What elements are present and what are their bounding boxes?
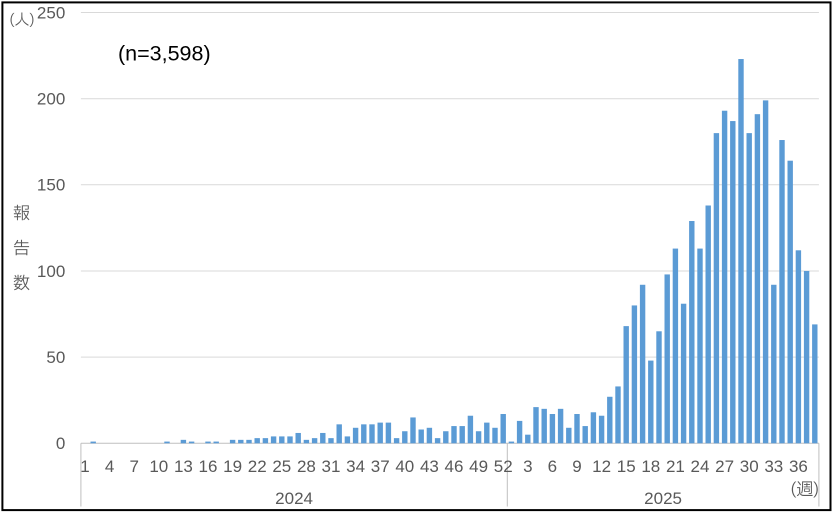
svg-text:34: 34 bbox=[346, 457, 365, 476]
svg-text:21: 21 bbox=[666, 457, 685, 476]
svg-text:250: 250 bbox=[37, 3, 65, 22]
svg-text:3: 3 bbox=[523, 457, 532, 476]
svg-text:46: 46 bbox=[445, 457, 464, 476]
svg-text:49: 49 bbox=[469, 457, 488, 476]
svg-text:31: 31 bbox=[322, 457, 341, 476]
svg-text:28: 28 bbox=[297, 457, 316, 476]
svg-text:100: 100 bbox=[37, 262, 65, 281]
svg-text:150: 150 bbox=[37, 176, 65, 195]
svg-text:2024: 2024 bbox=[275, 489, 313, 508]
svg-text:43: 43 bbox=[420, 457, 439, 476]
svg-text:6: 6 bbox=[548, 457, 557, 476]
svg-text:2025: 2025 bbox=[644, 489, 682, 508]
svg-text:15: 15 bbox=[617, 457, 636, 476]
svg-text:200: 200 bbox=[37, 90, 65, 109]
svg-text:27: 27 bbox=[715, 457, 734, 476]
svg-text:22: 22 bbox=[248, 457, 267, 476]
svg-text:30: 30 bbox=[740, 457, 759, 476]
svg-text:9: 9 bbox=[572, 457, 581, 476]
svg-text:10: 10 bbox=[149, 457, 168, 476]
svg-text:50: 50 bbox=[46, 348, 65, 367]
svg-text:13: 13 bbox=[174, 457, 193, 476]
svg-text:40: 40 bbox=[395, 457, 414, 476]
svg-text:7: 7 bbox=[129, 457, 138, 476]
svg-text:36: 36 bbox=[789, 457, 808, 476]
svg-text:52: 52 bbox=[494, 457, 513, 476]
svg-text:0: 0 bbox=[56, 434, 65, 453]
svg-text:(n=3,598): (n=3,598) bbox=[118, 42, 211, 66]
svg-text:24: 24 bbox=[691, 457, 710, 476]
svg-text:1: 1 bbox=[80, 457, 89, 476]
svg-text:18: 18 bbox=[641, 457, 660, 476]
svg-text:12: 12 bbox=[592, 457, 611, 476]
svg-text:25: 25 bbox=[272, 457, 291, 476]
svg-text:37: 37 bbox=[371, 457, 390, 476]
svg-text:33: 33 bbox=[764, 457, 783, 476]
svg-text:16: 16 bbox=[199, 457, 218, 476]
svg-text:4: 4 bbox=[105, 457, 114, 476]
svg-text:19: 19 bbox=[223, 457, 242, 476]
